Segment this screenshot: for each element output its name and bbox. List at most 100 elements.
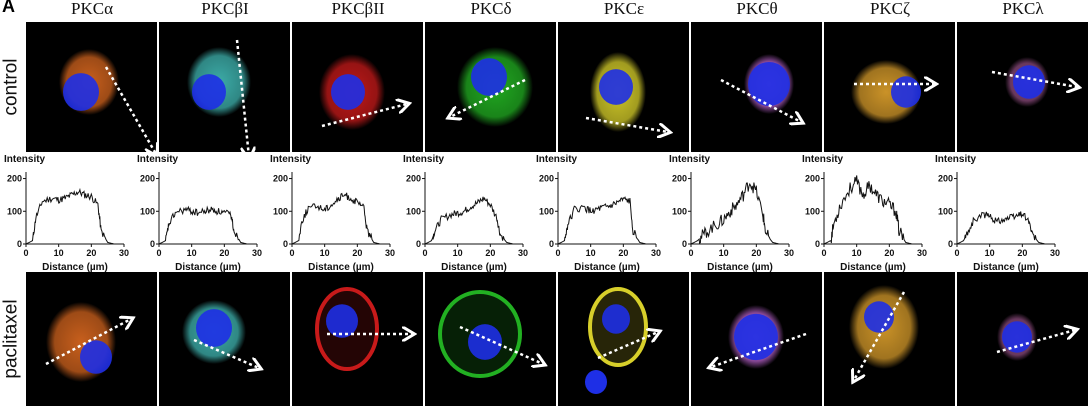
nucleus [471, 58, 507, 96]
intensity-profile-line [690, 182, 780, 245]
nucleus [331, 74, 365, 110]
intensity-chart-pkc-beta2: Intensity 0 100 200 0 10 20 30 Distance (µm) [270, 154, 395, 273]
y-tick-label: 100 [938, 206, 953, 216]
nucleus [468, 324, 502, 360]
header-pkc-beta1: PKCβI [201, 0, 249, 18]
x-tick-label: 0 [555, 248, 560, 258]
line-scan-arrow [235, 39, 249, 157]
y-tick-label: 200 [539, 174, 554, 184]
x-axis-label: Distance (µm) [574, 262, 640, 273]
intensity-chart-pkc-theta: Intensity 0 100 200 0 10 20 30 Distance (µm) [669, 154, 794, 273]
y-tick-label: 200 [805, 174, 820, 184]
nucleus [748, 61, 790, 107]
y-tick-label: 0 [416, 239, 421, 249]
nucleus [326, 304, 358, 338]
x-axis-label: Distance (µm) [308, 262, 374, 273]
x-tick-label: 20 [485, 248, 495, 258]
intensity-profile-line [424, 196, 514, 245]
line-scan-arrow [597, 332, 658, 360]
x-axis-label: Distance (µm) [175, 262, 241, 273]
intensity-profile-line [291, 192, 381, 245]
line-scan-arrow [996, 330, 1075, 354]
line-scan-arrow [991, 70, 1077, 87]
y-tick-label: 200 [938, 174, 953, 184]
y-tick-label: 0 [549, 239, 554, 249]
y-axis-label: Intensity [802, 154, 844, 165]
nucleus [602, 304, 630, 334]
y-tick-label: 100 [805, 206, 820, 216]
paclitaxel-panel-pkc-delta [425, 272, 556, 406]
x-tick-label: 30 [385, 248, 395, 258]
x-axis-label: Distance (µm) [42, 262, 108, 273]
y-tick-label: 100 [140, 206, 155, 216]
y-tick-label: 100 [672, 206, 687, 216]
intensity-profile-line [557, 196, 647, 245]
line-scan-arrow [104, 66, 156, 154]
y-tick-label: 0 [815, 239, 820, 249]
header-pkc-beta2: PKCβII [331, 0, 385, 18]
line-scan-arrow [45, 319, 131, 366]
x-tick-label: 30 [1050, 248, 1060, 258]
paclitaxel-panel-pkc-lambda [957, 272, 1088, 406]
y-axis-label: Intensity [935, 154, 977, 165]
micrograph-row-paclitaxel [26, 272, 1088, 406]
y-axis-label: Intensity [536, 154, 578, 165]
y-tick-label: 0 [150, 239, 155, 249]
control-panel-pkc-zeta [824, 22, 955, 152]
panel-letter: A [2, 0, 15, 16]
x-tick-label: 20 [1017, 248, 1027, 258]
nucleus [63, 73, 99, 111]
control-panel-pkc-theta [691, 22, 822, 152]
y-tick-label: 100 [539, 206, 554, 216]
line-scan-arrow [321, 104, 407, 128]
intensity-chart-pkc-epsilon: Intensity 0 100 200 0 10 20 30 Distance (µm) [536, 154, 661, 273]
control-panel-pkc-beta1 [159, 22, 290, 157]
x-tick-label: 0 [954, 248, 959, 258]
control-panel-pkc-epsilon [558, 22, 689, 152]
paclitaxel-panel-pkc-epsilon [558, 272, 689, 406]
x-tick-label: 0 [156, 248, 161, 258]
y-tick-label: 200 [672, 174, 687, 184]
y-tick-label: 0 [682, 239, 687, 249]
x-tick-label: 10 [187, 248, 197, 258]
x-tick-label: 10 [586, 248, 596, 258]
paclitaxel-panel-pkc-beta2 [292, 272, 423, 406]
x-tick-label: 20 [751, 248, 761, 258]
x-tick-label: 30 [917, 248, 927, 258]
y-axis-label: Intensity [669, 154, 711, 165]
x-tick-label: 20 [86, 248, 96, 258]
nucleus [599, 69, 633, 105]
intensity-chart-pkc-delta: Intensity 0 100 200 0 10 20 30 Distance (µm) [403, 154, 528, 273]
micrograph-background [558, 272, 689, 406]
paclitaxel-panel-pkc-theta [691, 272, 822, 406]
intensity-chart-pkc-zeta: Intensity 0 100 200 0 10 20 30 Distance (µm) [802, 154, 927, 273]
header-pkc-epsilon: PKCε [603, 0, 645, 18]
paclitaxel-panel-pkc-beta1 [159, 272, 290, 406]
y-tick-label: 200 [140, 174, 155, 184]
x-axis-label: Distance (µm) [441, 262, 507, 273]
x-tick-label: 10 [320, 248, 330, 258]
y-tick-label: 0 [283, 239, 288, 249]
x-tick-label: 0 [688, 248, 693, 258]
stray-nucleus [585, 370, 607, 394]
x-tick-label: 20 [618, 248, 628, 258]
header-pkc-zeta: PKCζ [869, 0, 911, 18]
intensity-profile-line [158, 205, 248, 245]
y-axis-label: Intensity [270, 154, 312, 165]
nucleus [891, 76, 921, 108]
line-scan-arrow [585, 116, 668, 132]
nucleus [1002, 321, 1032, 353]
y-tick-label: 0 [948, 239, 953, 249]
intensity-chart-pkc-beta1: Intensity 0 100 200 0 10 20 30 Distance (µm) [137, 154, 262, 273]
micrograph-background [292, 272, 423, 406]
y-tick-label: 200 [7, 174, 22, 184]
isoform-headers: PKCα PKCβI PKCβII PKCδ PKCε PKCθ PKCζ PK… [26, 0, 1090, 22]
header-pkc-alpha: PKCα [71, 0, 113, 18]
x-tick-label: 0 [289, 248, 294, 258]
x-tick-label: 30 [119, 248, 129, 258]
intensity-profile-line [956, 211, 1046, 245]
y-tick-label: 100 [7, 206, 22, 216]
x-tick-label: 20 [219, 248, 229, 258]
